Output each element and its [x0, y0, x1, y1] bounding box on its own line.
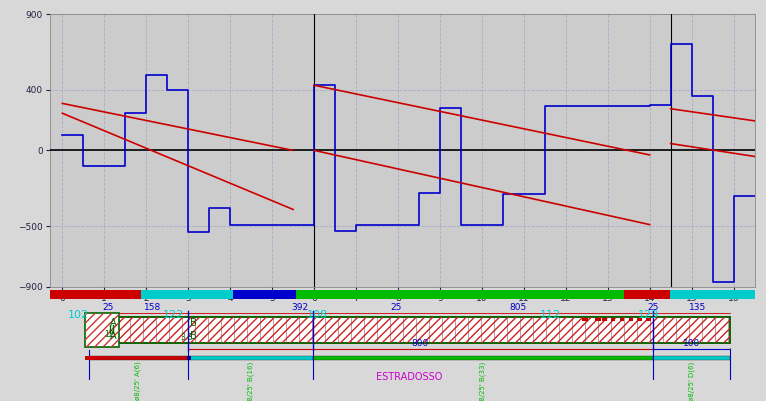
Bar: [50, 290, 142, 299]
Bar: [85, 356, 99, 360]
Text: 805: 805: [509, 303, 527, 312]
Bar: [620, 318, 624, 321]
Bar: [624, 290, 642, 299]
Text: 102: 102: [67, 310, 89, 320]
Bar: [629, 318, 633, 321]
Bar: [233, 290, 296, 299]
Bar: [595, 318, 601, 321]
Text: ø8/25' D(6): ø8/25' D(6): [688, 362, 695, 401]
Text: 112: 112: [539, 310, 561, 320]
Bar: [611, 318, 616, 321]
Bar: [89, 317, 730, 343]
Text: ESTRADOSSO: ESTRADOSSO: [376, 372, 443, 382]
Bar: [85, 313, 119, 347]
Bar: [89, 317, 730, 343]
Text: 3.B: 3.B: [180, 333, 193, 342]
Text: 129: 129: [638, 310, 660, 320]
Text: ø8/25' B(16): ø8/25' B(16): [247, 362, 254, 401]
Bar: [670, 290, 755, 299]
Bar: [637, 318, 643, 321]
Text: 135: 135: [689, 303, 706, 312]
Text: 392: 392: [292, 303, 309, 312]
Bar: [601, 318, 607, 321]
Bar: [188, 356, 313, 360]
Text: 25: 25: [102, 303, 113, 312]
Bar: [187, 356, 191, 360]
Text: 12.: 12.: [104, 330, 116, 339]
Bar: [642, 290, 670, 299]
Text: 25: 25: [391, 303, 402, 312]
Text: 122: 122: [162, 310, 184, 320]
Text: 158: 158: [144, 303, 162, 312]
Text: A: A: [110, 318, 116, 328]
Bar: [653, 356, 730, 360]
Text: 800: 800: [412, 339, 429, 348]
Text: 100: 100: [683, 339, 700, 348]
Bar: [647, 318, 651, 321]
Text: ø8/25' A(6): ø8/25' A(6): [135, 362, 142, 400]
Bar: [313, 356, 653, 360]
Text: ø8/25' B(33): ø8/25' B(33): [480, 362, 486, 401]
Bar: [85, 313, 119, 347]
Text: B: B: [190, 331, 197, 341]
Bar: [582, 318, 588, 321]
Text: A: A: [110, 331, 116, 341]
Text: 25: 25: [647, 303, 659, 312]
Text: B: B: [190, 318, 197, 328]
Bar: [89, 356, 188, 360]
Bar: [142, 290, 233, 299]
Text: 108: 108: [307, 310, 328, 320]
Bar: [296, 290, 624, 299]
